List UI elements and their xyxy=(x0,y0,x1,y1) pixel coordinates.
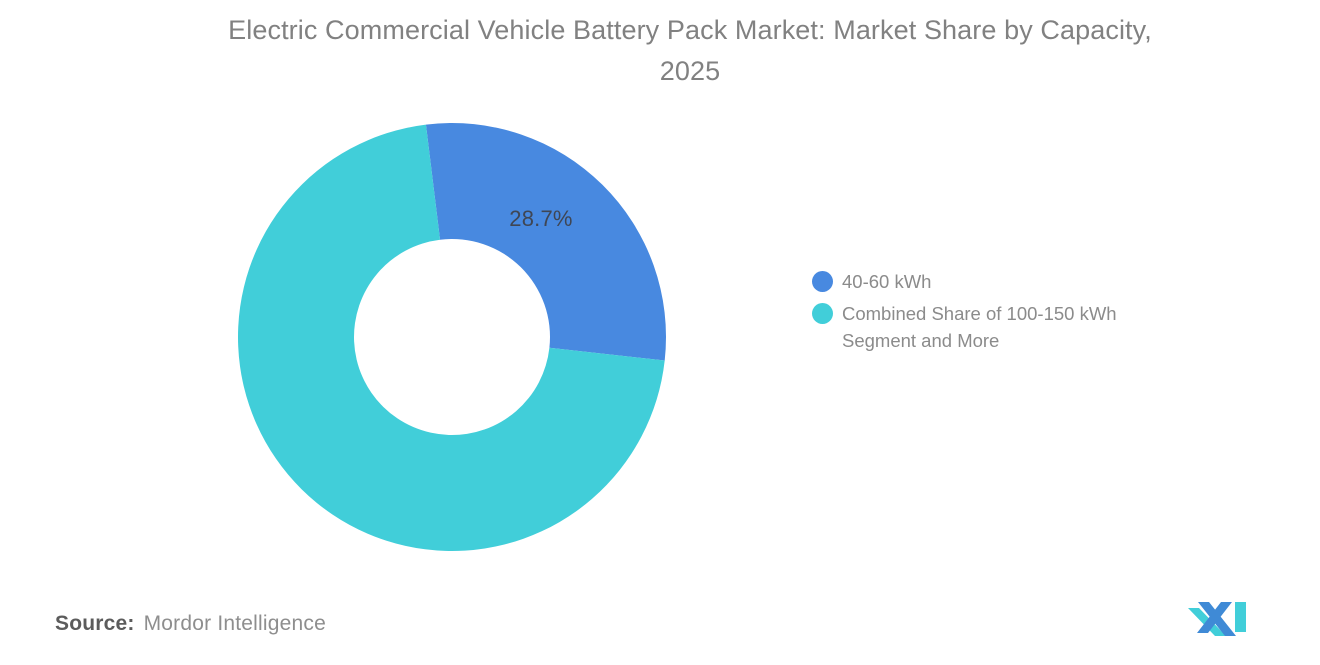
chart-legend: 40-60 kWh Combined Share of 100-150 kWh … xyxy=(812,268,1212,359)
page-title-line-1: Electric Commercial Vehicle Battery Pack… xyxy=(228,15,1152,45)
source-attribution: Source: Mordor Intelligence xyxy=(55,612,326,636)
source-value: Mordor Intelligence xyxy=(143,612,326,635)
legend-color-circle-icon xyxy=(812,271,833,292)
slice-data-label-40-60-kwh: 28.7% xyxy=(509,206,573,231)
page-title-line-2: 2025 xyxy=(659,56,721,86)
donut-chart xyxy=(237,122,667,552)
donut-slice[interactable] xyxy=(425,123,666,361)
donut-chart-svg xyxy=(237,123,666,551)
source-label: Source: xyxy=(55,612,135,635)
mordor-intelligence-logo-icon xyxy=(1186,598,1248,636)
logo-svg xyxy=(1188,602,1246,636)
legend-item-40-60-kwh[interactable]: 40-60 kWh xyxy=(812,268,1212,295)
donut-slice-group xyxy=(237,123,666,551)
legend-item-label: Combined Share of 100-150 kWh Segment an… xyxy=(842,303,1117,351)
legend-item-combined-share-100-150-kwh[interactable]: Combined Share of 100-150 kWh Segment an… xyxy=(812,300,1212,354)
donut-slice[interactable] xyxy=(237,124,665,551)
legend-item-label: 40-60 kWh xyxy=(842,271,932,292)
page-title: Electric Commercial Vehicle Battery Pack… xyxy=(150,10,1230,92)
legend-color-circle-icon xyxy=(812,303,833,324)
